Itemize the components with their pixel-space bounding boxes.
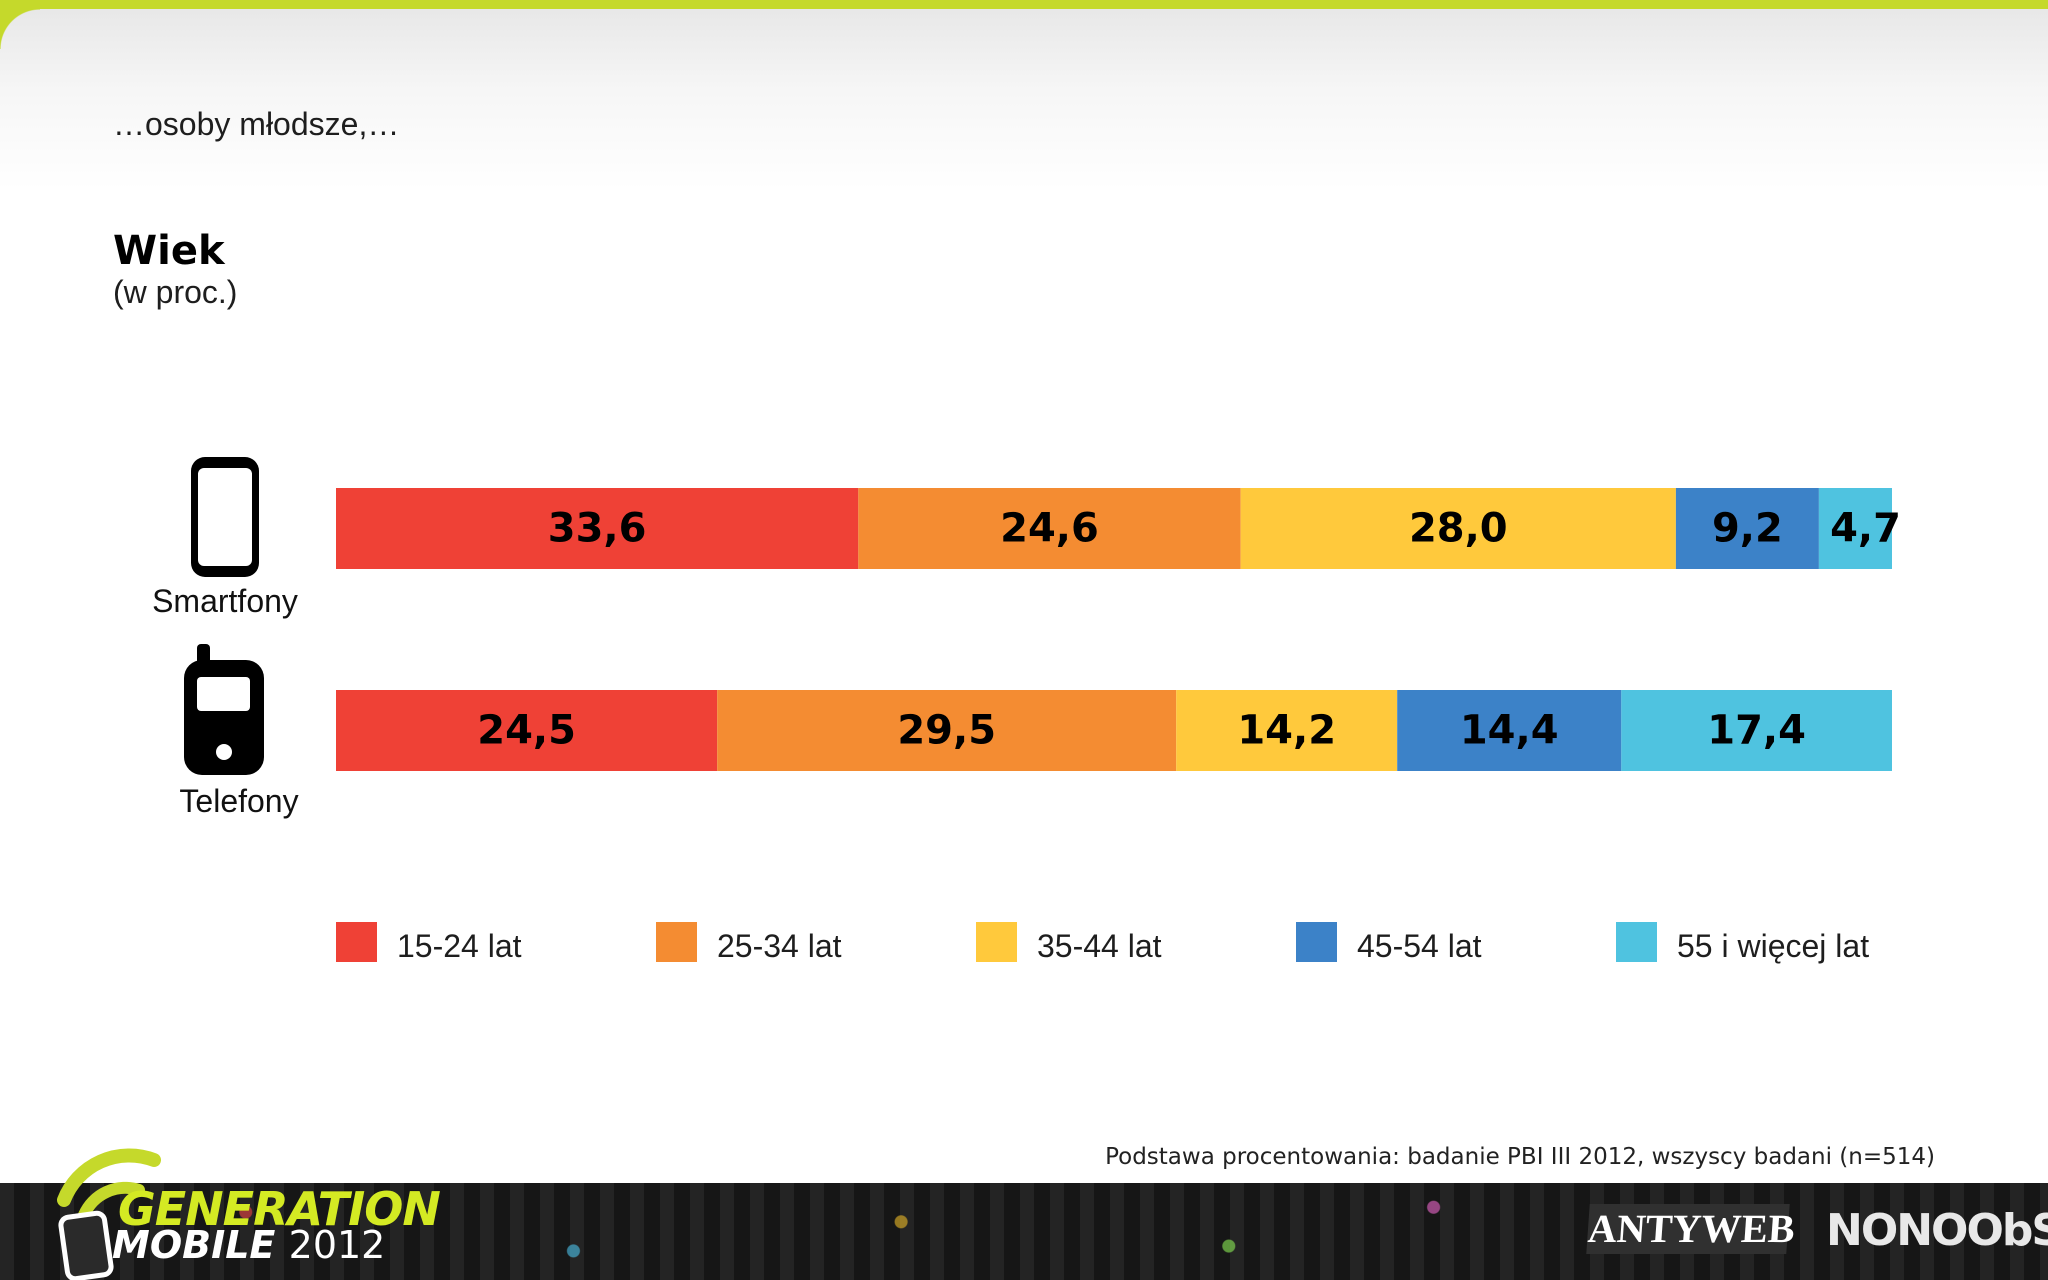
data-label-telefony-55-i-wi-cej-lat: 17,4 xyxy=(1707,708,1806,754)
bar-segment-telefony-45-54-lat xyxy=(1397,690,1622,771)
brand-year: 2012 xyxy=(288,1223,386,1267)
data-label-smartfony-15-24-lat: 33,6 xyxy=(548,506,647,552)
legend-label-15-24-lat: 15-24 lat xyxy=(397,928,522,964)
category-label-smartfony: Smartfony xyxy=(152,583,298,619)
chart-title: Wiek xyxy=(113,228,225,274)
legend-swatch-25-34-lat xyxy=(656,922,697,962)
data-label-telefony-15-24-lat: 24,5 xyxy=(477,708,576,754)
bar-segment-telefony-35-44-lat xyxy=(1176,690,1398,771)
chart-unit-label: (w proc.) xyxy=(113,274,238,310)
data-label-smartfony-25-34-lat: 24,6 xyxy=(1000,506,1099,552)
feature-phone-icon xyxy=(184,644,264,775)
category-label-telefony: Telefony xyxy=(179,783,298,819)
data-label-telefony-45-54-lat: 14,4 xyxy=(1460,708,1559,754)
legend-label-25-34-lat: 25-34 lat xyxy=(717,928,842,964)
footer-band xyxy=(0,1183,2048,1280)
footnote: Podstawa procentowania: badanie PBI III … xyxy=(1105,1144,1935,1170)
bar-segment-smartfony-55-i-wi-cej-lat xyxy=(1818,488,1892,569)
bar-segment-telefony-25-34-lat xyxy=(717,690,1177,771)
legend-swatch-15-24-lat xyxy=(336,922,377,962)
bar-segment-smartfony-35-44-lat xyxy=(1240,488,1676,569)
partner-logo-nonoobs: NONOObS xyxy=(1826,1205,2048,1256)
legend-swatch-55-i-wi-cej-lat xyxy=(1616,922,1657,962)
generation-mobile-logo-icon xyxy=(57,1148,161,1280)
bar-segment-smartfony-45-54-lat xyxy=(1675,488,1819,569)
partner-logo-antyweb: ANTYWEB xyxy=(1586,1204,1796,1254)
legend-swatch-45-54-lat xyxy=(1296,922,1337,962)
smartphone-icon xyxy=(191,457,259,577)
data-label-smartfony-35-44-lat: 28,0 xyxy=(1409,506,1508,552)
legend-label-35-44-lat: 35-44 lat xyxy=(1037,928,1162,964)
top-accent-rule xyxy=(0,0,2048,49)
data-label-smartfony-55-i-wi-cej-lat: 4,7 xyxy=(1830,506,1901,552)
bar-segment-telefony-55-i-wi-cej-lat xyxy=(1621,690,1892,771)
brand-word-mobile: MOBILE xyxy=(112,1223,276,1267)
legend-swatch-35-44-lat xyxy=(976,922,1017,962)
slide-subtitle: …osoby młodsze,… xyxy=(113,106,400,142)
bar-segment-telefony-15-24-lat xyxy=(336,690,718,771)
brand-line-2: MOBILE 2012 xyxy=(112,1223,385,1267)
data-label-telefony-25-34-lat: 29,5 xyxy=(897,708,996,754)
bar-segment-smartfony-25-34-lat xyxy=(858,488,1241,569)
legend-label-45-54-lat: 45-54 lat xyxy=(1357,928,1482,964)
data-label-telefony-35-44-lat: 14,2 xyxy=(1237,708,1336,754)
brand-line-1: GENERATION xyxy=(118,1182,441,1236)
legend-label-55-i-wi-cej-lat: 55 i więcej lat xyxy=(1677,928,1869,964)
data-label-smartfony-45-54-lat: 9,2 xyxy=(1712,506,1783,552)
bar-segment-smartfony-15-24-lat xyxy=(336,488,859,569)
